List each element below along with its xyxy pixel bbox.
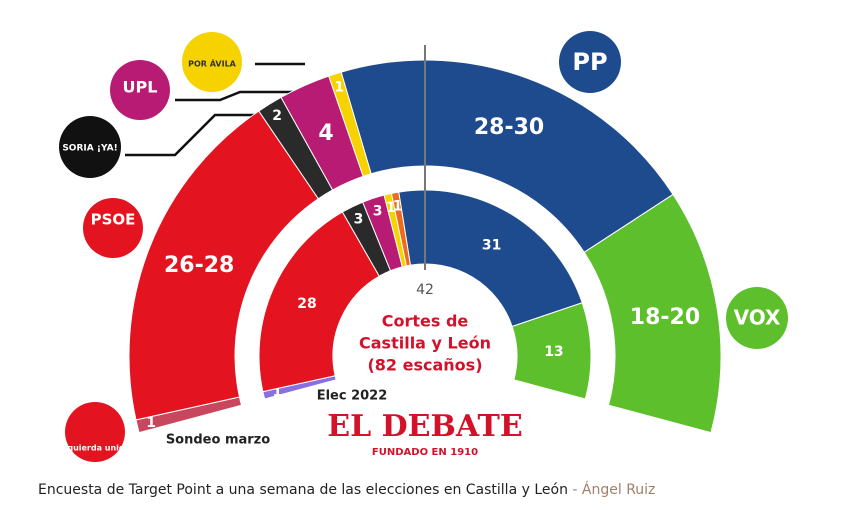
logo-text: PP <box>572 48 607 76</box>
value-label: 28 <box>297 296 316 312</box>
caption-text: Encuesta de Target Point a una semana de… <box>38 482 568 498</box>
seat-segment <box>583 193 722 434</box>
logo-text: izquierda unida <box>60 444 130 453</box>
logo-pp <box>559 31 621 93</box>
center-text: Cortes de <box>382 312 469 331</box>
majority-label: 42 <box>416 282 434 298</box>
center-text: (82 escaños) <box>367 356 482 375</box>
center-text: Castilla y León <box>359 334 491 353</box>
value-label: 31 <box>482 238 501 254</box>
value-label: 4 <box>318 121 333 146</box>
logo-psoe <box>83 198 143 258</box>
logo-text: PSOE <box>91 211 136 229</box>
value-label: 13 <box>544 344 563 360</box>
value-label: 1 <box>393 198 403 214</box>
logo-upl <box>110 60 170 120</box>
value-label: 1 <box>272 384 282 400</box>
page: {"chart_data": { "type": "hemicycle", "c… <box>38 31 788 498</box>
seat-segment <box>258 211 380 393</box>
seat-segment <box>398 189 583 328</box>
chart: izquierda unida PSOE SORIA ¡YA! UPL POR … <box>59 31 788 462</box>
ring-label: Elec 2022 <box>317 389 388 404</box>
logo-text: SORIA ¡YA! <box>62 144 117 154</box>
value-label: 26-28 <box>164 253 234 278</box>
logo-text: UPL <box>123 78 158 97</box>
value-label: 18-20 <box>630 305 700 330</box>
logo-vox <box>726 287 788 349</box>
party-logos: izquierda unida PSOE SORIA ¡YA! UPL POR … <box>59 31 788 462</box>
value-label: 28-30 <box>474 115 544 140</box>
logo-iu <box>65 402 125 462</box>
value-label: 1 <box>386 200 396 216</box>
brand: EL DEBATE <box>327 409 522 444</box>
value-label: 3 <box>354 211 364 227</box>
logo-soria <box>59 116 121 178</box>
value-label: 2 <box>272 108 282 124</box>
seat-segment <box>128 110 320 421</box>
logo-text: VOX <box>734 306 781 330</box>
seat-segment <box>511 302 592 400</box>
ring-label: Sondeo marzo <box>166 433 270 448</box>
brand-tagline: FUNDADO EN 1910 <box>372 447 478 458</box>
value-label: 1 <box>146 415 156 431</box>
logo-text: POR ÁVILA <box>188 58 237 69</box>
caption: Encuesta de Target Point a una semana de… <box>38 482 655 498</box>
value-label: 1 <box>334 79 344 95</box>
leader-lines <box>125 62 305 157</box>
logo-xav <box>182 32 242 92</box>
value-label: 3 <box>373 204 383 220</box>
caption-author: - Ángel Ruiz <box>567 482 656 498</box>
